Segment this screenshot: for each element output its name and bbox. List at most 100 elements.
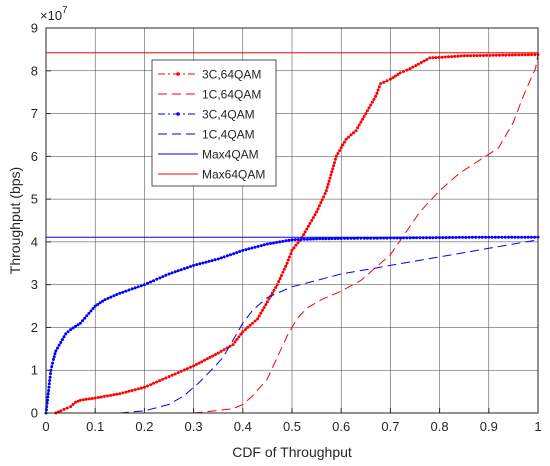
data-point — [235, 251, 239, 255]
x-tick-label: 0.4 — [234, 419, 252, 434]
legend-label: 1C,4QAM — [202, 128, 255, 142]
data-point — [84, 397, 88, 401]
x-tick-label: 0.5 — [283, 419, 301, 434]
data-point — [498, 53, 501, 57]
data-point — [53, 352, 57, 356]
data-point — [115, 293, 119, 296]
data-point — [293, 238, 297, 242]
data-point — [296, 241, 300, 245]
data-point — [248, 323, 252, 327]
data-point — [323, 192, 327, 196]
data-point — [253, 245, 257, 249]
data-point — [176, 269, 180, 273]
data-point — [90, 397, 94, 400]
data-point — [303, 230, 307, 234]
data-point — [182, 267, 186, 271]
data-point — [189, 365, 192, 369]
data-point — [69, 328, 73, 332]
x-tick-label: 0.1 — [86, 419, 104, 434]
legend-box — [151, 59, 277, 187]
y-tick-label: 3 — [31, 277, 38, 292]
data-point — [173, 372, 177, 376]
data-point — [59, 409, 63, 413]
data-point — [93, 304, 97, 308]
data-point — [216, 257, 220, 261]
x-tick-label: 0 — [42, 419, 49, 434]
y-exponent-power: 7 — [62, 5, 68, 16]
data-point — [325, 185, 329, 189]
data-point — [149, 280, 153, 284]
data-point — [118, 291, 122, 295]
data-point — [523, 53, 527, 57]
data-point — [118, 392, 122, 396]
data-point — [99, 395, 103, 399]
series-line — [119, 239, 539, 414]
data-point — [437, 55, 441, 59]
data-point — [372, 97, 376, 101]
data-point — [64, 332, 68, 336]
series-layer — [44, 52, 540, 415]
data-point — [198, 262, 202, 266]
data-point — [306, 224, 310, 228]
data-point — [124, 289, 128, 293]
data-point — [158, 276, 162, 280]
data-point — [96, 396, 100, 399]
data-point — [347, 135, 351, 139]
data-point — [109, 295, 113, 299]
data-point — [272, 241, 275, 245]
data-point — [91, 307, 95, 310]
data-point — [139, 284, 143, 288]
data-point — [385, 79, 389, 83]
data-point — [216, 351, 220, 355]
data-point — [320, 198, 324, 202]
data-point — [514, 53, 517, 57]
x-tick-label: 0.9 — [480, 419, 498, 434]
y-axis-ticks: 0 1 2 3 4 5 6 7 8 9 — [31, 21, 51, 421]
y-tick-label: 1 — [31, 363, 38, 378]
data-point — [251, 321, 255, 325]
data-point — [504, 53, 508, 57]
data-point — [76, 399, 80, 403]
data-point — [244, 248, 248, 252]
legend: 3C,64QAM 1C,64QAM 3C,4QAM 1C,4QAM Max4QAM Max… — [151, 59, 277, 187]
series-1c-4qam — [119, 239, 539, 414]
data-point — [440, 55, 444, 59]
data-point — [330, 170, 334, 174]
data-point — [327, 237, 331, 241]
data-point — [364, 112, 368, 116]
data-point — [501, 53, 505, 57]
data-point — [278, 277, 282, 281]
data-point — [322, 195, 326, 199]
data-point — [334, 154, 338, 158]
data-point — [396, 73, 400, 76]
data-point — [302, 237, 306, 241]
data-point — [250, 246, 254, 250]
data-point — [374, 94, 378, 98]
x-tick-label: 0.7 — [381, 419, 399, 434]
data-point — [259, 311, 263, 315]
y-tick-label: 6 — [31, 149, 38, 164]
data-point — [472, 54, 476, 58]
data-point — [62, 335, 66, 339]
data-point — [331, 167, 335, 171]
data-point — [204, 260, 208, 264]
data-point — [155, 277, 159, 281]
data-point — [330, 237, 334, 241]
data-point — [182, 368, 186, 372]
y-tick-label: 4 — [31, 234, 38, 249]
data-point — [81, 319, 84, 323]
data-point — [246, 325, 250, 329]
data-point — [288, 255, 291, 259]
data-point — [315, 210, 319, 214]
data-point — [517, 53, 521, 57]
data-point — [290, 238, 294, 242]
data-point — [173, 270, 177, 274]
data-point — [478, 54, 482, 57]
data-point — [200, 360, 204, 364]
data-point — [136, 285, 140, 289]
data-point — [103, 298, 107, 302]
data-point — [149, 383, 153, 387]
data-point — [287, 238, 291, 242]
y-tick-label: 5 — [31, 192, 38, 207]
